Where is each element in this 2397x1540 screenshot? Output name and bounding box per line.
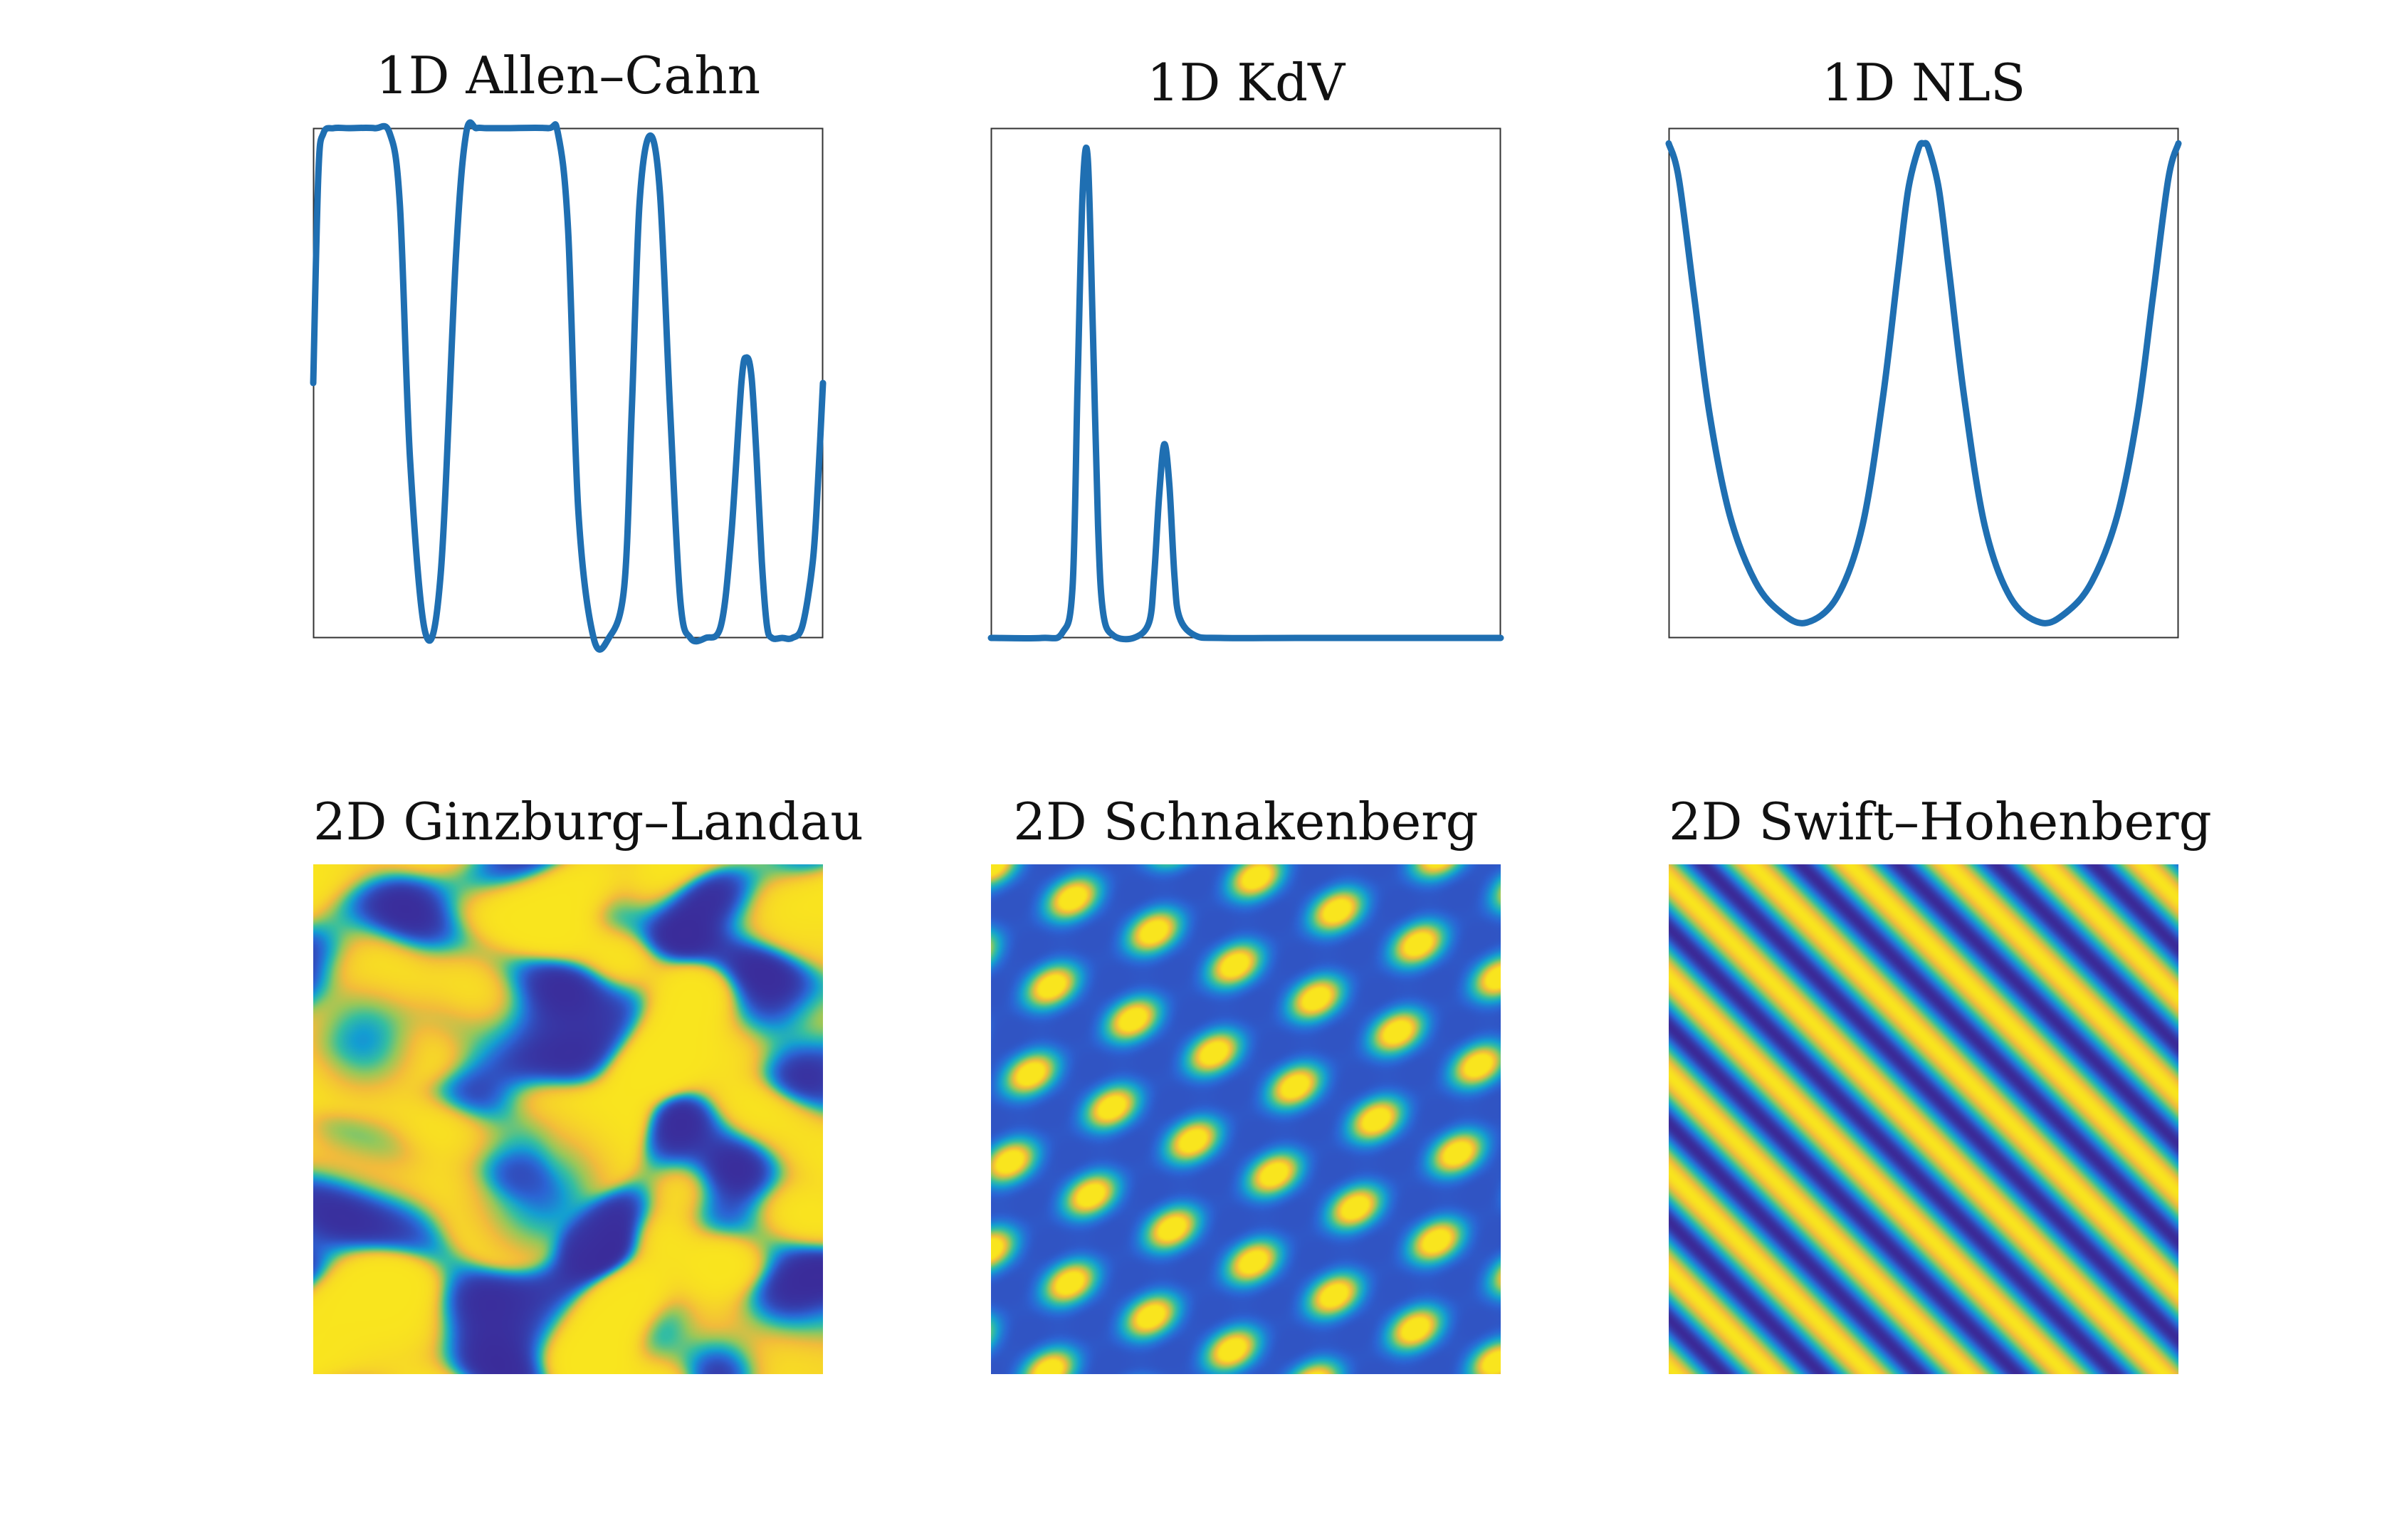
chart-title-nls: 1D NLS	[1821, 53, 2026, 112]
heatmap-swift-hohenberg	[1669, 864, 2178, 1374]
chart-title-ginzburg-landau: 2D Ginzburg–Landau	[313, 792, 864, 852]
series-line-nls-0	[1665, 140, 2182, 627]
plot-frame-nls	[1668, 127, 2179, 639]
plot-allen-cahn	[310, 119, 827, 653]
plot-frame-kdv	[990, 127, 1501, 639]
panel-nls: 1D NLS	[1665, 36, 2182, 639]
chart-title-kdv: 1D KdV	[1146, 53, 1346, 112]
plot-nls	[1665, 127, 2182, 639]
heatmap-schnakenberg	[991, 864, 1501, 1374]
series-line-kdv-0	[987, 145, 1504, 643]
panel-swift-hohenberg: 2D Swift–Hohenberg	[1669, 776, 2212, 1374]
chart-title-swift-hohenberg: 2D Swift–Hohenberg	[1669, 792, 2212, 852]
panel-schnakenberg: 2D Schnakenberg	[991, 776, 1501, 1374]
panel-allen-cahn: 1D Allen–Cahn	[310, 36, 827, 653]
plot-kdv	[987, 127, 1504, 643]
panel-kdv: 1D KdV	[987, 36, 1504, 643]
chart-title-schnakenberg: 2D Schnakenberg	[1013, 792, 1479, 852]
chart-title-allen-cahn: 1D Allen–Cahn	[375, 46, 761, 105]
panel-ginzburg-landau: 2D Ginzburg–Landau	[313, 776, 864, 1374]
series-line-allen-cahn-0	[310, 119, 827, 653]
heatmap-ginzburg-landau	[313, 864, 823, 1374]
